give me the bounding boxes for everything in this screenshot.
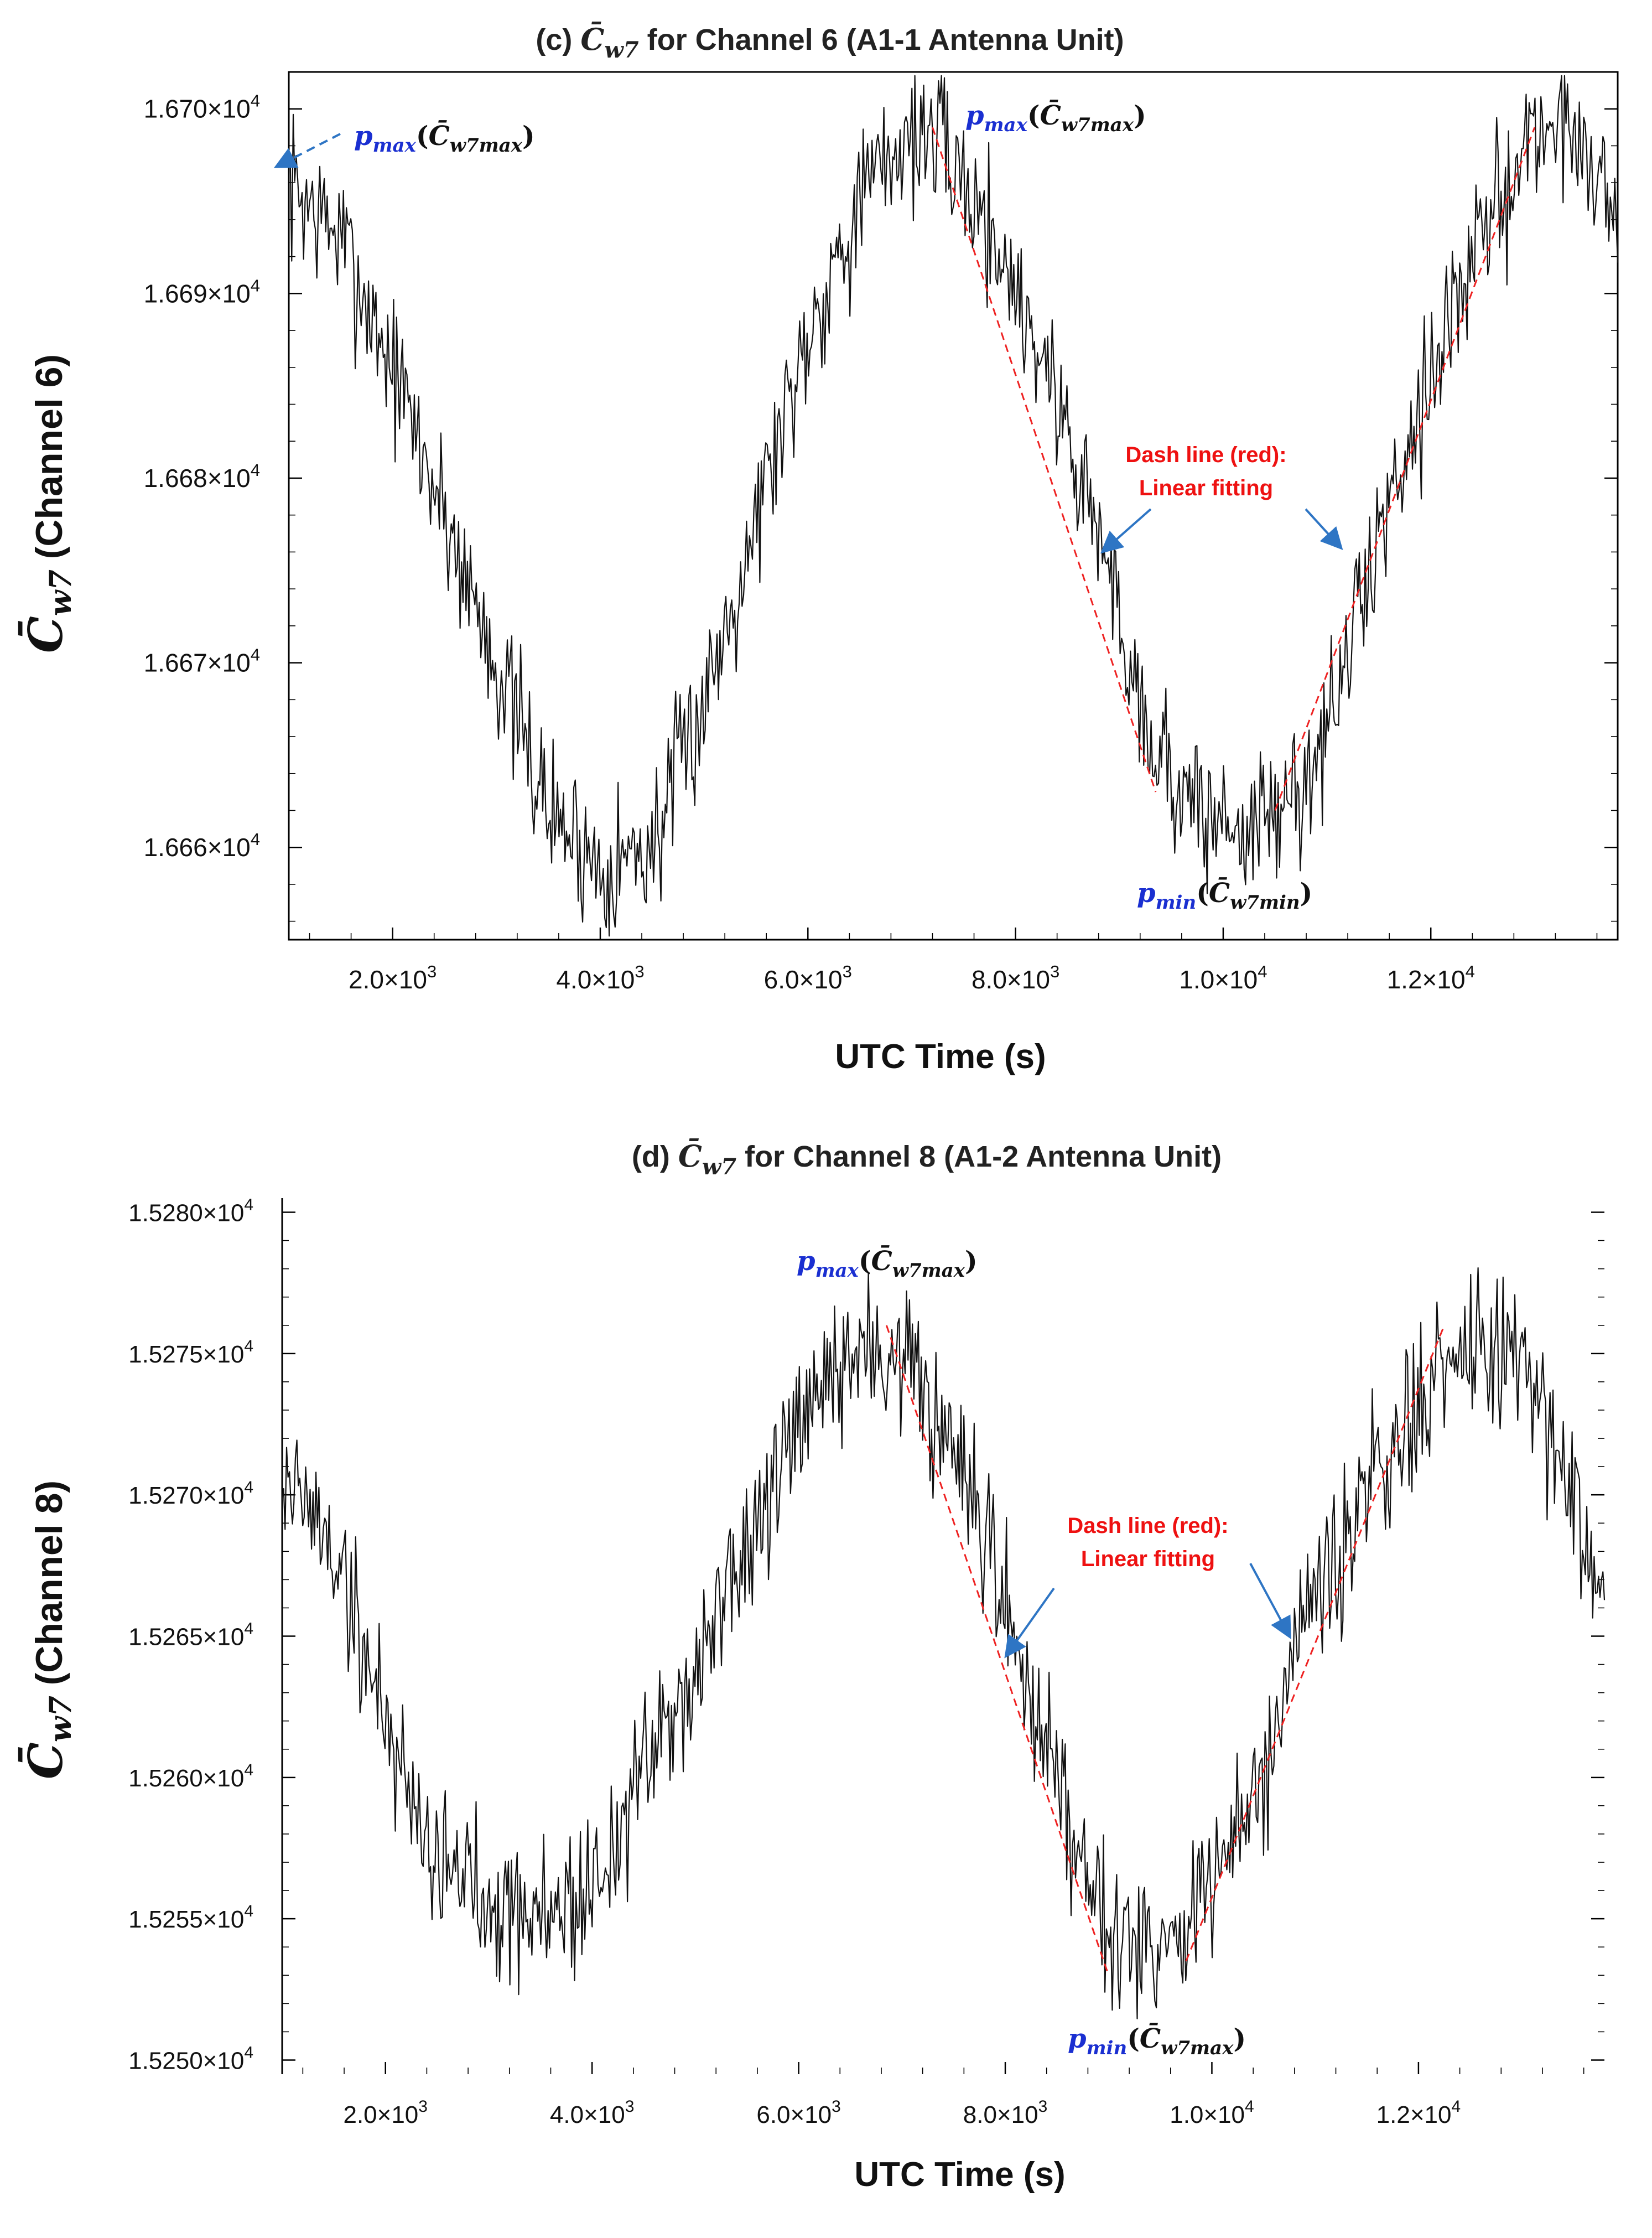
chart-c-y-tick-label-0: 1.666×104 xyxy=(144,830,260,862)
chart-d-y-tick-label-4: 1.5270×104 xyxy=(128,1478,253,1509)
chart-c-pmax-left-label: pmax(C̄w7max) xyxy=(354,120,535,157)
chart-d-fit-line-rising xyxy=(1185,1325,1445,1962)
chart-d-x-axis-label: UTC Time (s) xyxy=(854,2156,1065,2194)
chart-d-x-tick-label-4: 1.0×104 xyxy=(1170,2097,1254,2128)
chart-c-fit-arrow-left xyxy=(1100,508,1152,554)
chart-c-fit-line-upper xyxy=(932,127,1157,792)
chart-d-y-tick-label-5: 1.5275×104 xyxy=(128,1337,253,1368)
chart-c-series-cw7 xyxy=(288,75,1619,937)
chart-d-y-ticks: 1.5250×104 1.5255×104 1.5260×104 1.5265×104… xyxy=(128,1196,1604,2074)
chart-c: (c) C̄w7 for Channel 6 (A1-1 Antenna Uni… xyxy=(18,22,1619,1076)
chart-c-fit-arrow-right xyxy=(1305,508,1343,550)
chart-c-y-tick-label-2: 1.668×104 xyxy=(144,460,260,493)
chart-c-y-tick-label-1: 1.667×104 xyxy=(144,645,260,677)
chart-c-y-ticks: 1.666×104 1.667×104 1.668×104 1.669×104 1.67… xyxy=(144,91,1618,862)
chart-c-x-tick-label-0: 2.0×103 xyxy=(349,962,437,994)
chart-d-pmax-label: pmax(C̄w7max) xyxy=(797,1245,978,1282)
chart-d-y-tick-label-2: 1.5260×104 xyxy=(128,1761,253,1792)
chart-d-x-tick-label-0: 2.0×103 xyxy=(343,2097,428,2128)
chart-c-y-tick-label-4: 1.670×104 xyxy=(144,91,260,123)
chart-d-x-tick-label-1: 4.0×103 xyxy=(550,2097,635,2128)
chart-d-y-tick-label-6: 1.5280×104 xyxy=(128,1196,253,1227)
chart-c-y-axis-label: C̄w7 (Channel 6) xyxy=(18,354,78,653)
chart-c-fit-note-line1: Dash line (red): xyxy=(1125,443,1286,467)
chart-c-plot-frame xyxy=(288,71,1619,941)
chart-c-title: (c) C̄w7 for Channel 6 (A1-1 Antenna Uni… xyxy=(536,22,1124,63)
chart-d-y-tick-label-0: 1.5250×104 xyxy=(128,2043,253,2074)
chart-d-fit-note-line1: Dash line (red): xyxy=(1067,1514,1228,1538)
chart-c-pmax-top-label: pmax(C̄w7max) xyxy=(965,99,1146,136)
chart-d-x-tick-label-3: 8.0×103 xyxy=(963,2097,1048,2128)
chart-d-y-tick-label-3: 1.5265×104 xyxy=(128,1620,253,1651)
chart-c-minor-ticks xyxy=(289,71,1618,940)
chart-c-pmin-label: pmin(C̄w7min) xyxy=(1137,877,1312,914)
chart-d-fit-arrow-left xyxy=(1004,1587,1055,1659)
chart-c-x-axis-label: UTC Time (s) xyxy=(835,1038,1046,1076)
chart-c-x-tick-label-5: 1.2×104 xyxy=(1387,962,1475,994)
chart-c-x-tick-label-2: 6.0×103 xyxy=(764,962,852,994)
chart-c-x-tick-label-1: 4.0×103 xyxy=(556,962,644,994)
chart-d-title: (d) C̄w7 for Channel 8 (A1-2 Antenna Uni… xyxy=(632,1138,1222,1180)
chart-c-y-tick-label-3: 1.669×104 xyxy=(144,276,260,308)
chart-d-y-axis-label: C̄w7 (Channel 8) xyxy=(18,1480,78,1779)
chart-d-y-tick-label-1: 1.5255×104 xyxy=(128,1902,253,1933)
chart-c-x-ticks: 2.0×103 4.0×103 6.0×103 8.0×103 1.0×104 1.2×1… xyxy=(349,928,1475,994)
chart-c-pmax-arrow xyxy=(273,133,341,168)
chart-c-x-tick-label-4: 1.0×104 xyxy=(1179,962,1267,994)
chart-d: (d) C̄w7 for Channel 8 (A1-2 Antenna Uni… xyxy=(18,1138,1606,2194)
chart-d-pmin-label: pmin(C̄w7max) xyxy=(1068,2022,1246,2059)
chart-d-series-cw7 xyxy=(281,1267,1606,2019)
chart-d-x-tick-label-2: 6.0×103 xyxy=(756,2097,841,2128)
chart-d-fit-arrow-right xyxy=(1249,1563,1291,1640)
chart-d-fit-note-line2: Linear fitting xyxy=(1081,1547,1215,1571)
chart-d-x-tick-label-5: 1.2×104 xyxy=(1376,2097,1461,2128)
chart-d-x-ticks: 2.0×103 4.0×103 6.0×103 8.0×103 1.0×104 1.2×1… xyxy=(343,2062,1461,2128)
chart-c-fit-note-line2: Linear fitting xyxy=(1139,476,1273,500)
chart-c-fit-line-lower xyxy=(1274,127,1536,811)
chart-c-x-tick-label-3: 8.0×103 xyxy=(972,962,1059,994)
